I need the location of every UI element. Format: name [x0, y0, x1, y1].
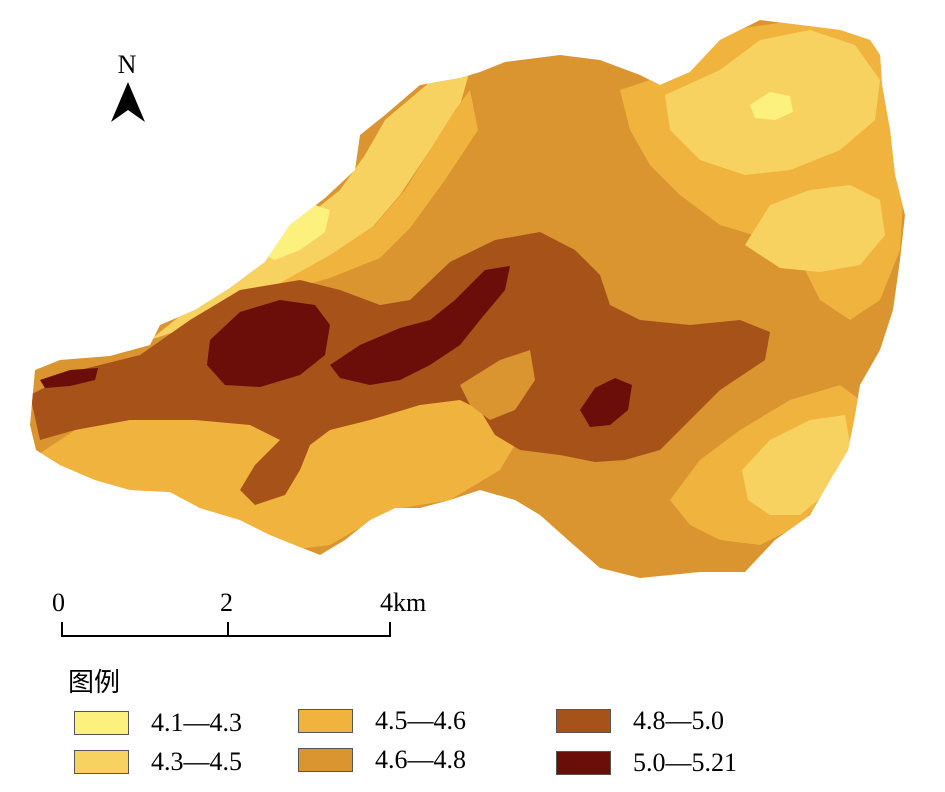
scale-bar — [61, 622, 391, 637]
zone-4-5-4-6-northwest — [180, 90, 478, 330]
north-arrow-icon — [111, 82, 145, 122]
zone-4-1-4-3-northwest — [265, 205, 330, 260]
scale-tick-2-label: 2 — [220, 588, 233, 617]
zone-5-0-5-21-far-west-core — [40, 368, 98, 388]
legend-item-4-1-4-3: 4.1—4.3 — [74, 708, 242, 738]
legend-swatch — [556, 709, 611, 733]
legend-label: 5.0—5.21 — [633, 748, 737, 777]
legend-item-4-3-4-5: 4.3—4.5 — [74, 747, 242, 777]
north-label: N — [117, 50, 137, 79]
zone-4-3-4-5-east — [745, 185, 885, 272]
legend-label: 4.6—4.8 — [375, 745, 466, 774]
legend-swatch — [74, 711, 129, 735]
scale-tick-4km-label: 4km — [380, 588, 427, 617]
legend-swatch — [298, 709, 353, 733]
zone-5-0-5-21-east-core — [580, 378, 632, 427]
legend-title: 图例 — [68, 668, 121, 698]
legend-label: 4.3—4.5 — [151, 747, 242, 776]
legend-item-4-6-4-8: 4.6—4.8 — [298, 745, 466, 775]
zone-4-1-4-3-northeast — [750, 92, 793, 120]
legend-swatch — [74, 750, 129, 774]
scale-tick-0-label: 0 — [52, 588, 65, 617]
legend-swatch — [298, 748, 353, 772]
zone-4-6-4-8-tongue — [460, 350, 535, 420]
zone-5-0-5-21-west-core — [207, 300, 330, 387]
legend-swatch — [556, 751, 611, 775]
legend-label: 4.1—4.3 — [151, 708, 242, 737]
classified-map — [30, 20, 905, 578]
zone-5-0-5-21-central-core — [330, 266, 510, 385]
legend-label: 4.5—4.6 — [375, 706, 466, 735]
legend-item-5-0-5-21: 5.0—5.21 — [556, 748, 737, 778]
legend-item-4-8-5-0: 4.8—5.0 — [556, 706, 724, 736]
legend-label: 4.8—5.0 — [633, 706, 724, 735]
zone-4-3-4-5-northwest — [150, 70, 470, 340]
legend-item-4-5-4-6: 4.5—4.6 — [298, 706, 466, 736]
